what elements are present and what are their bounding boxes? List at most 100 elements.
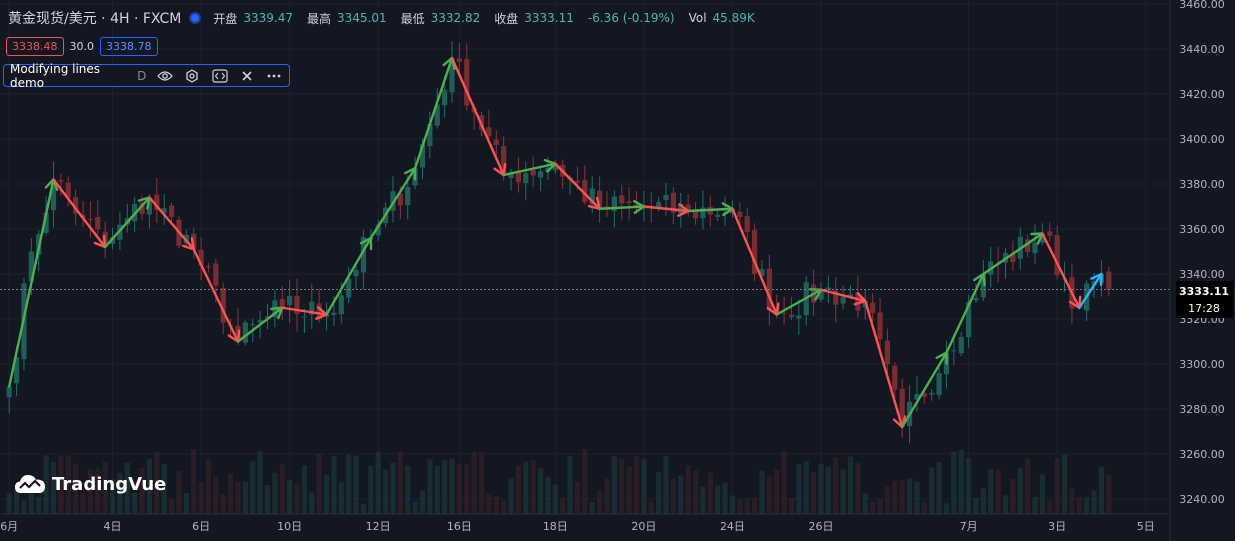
overlay-name[interactable]: Modifying lines demo (10, 61, 101, 90)
volume-bar (397, 451, 403, 514)
volume-bar (811, 472, 817, 514)
volume-bar (124, 462, 130, 514)
bid-price-button[interactable]: 3338.48 (6, 37, 64, 56)
ask-price-button[interactable]: 3338.78 (100, 37, 158, 56)
volume-bar (604, 478, 610, 514)
volume-bar (545, 476, 551, 514)
candle-body (213, 263, 219, 286)
candle-body (220, 288, 226, 323)
volume-bar (161, 464, 167, 514)
candle-body (980, 274, 986, 298)
trend-arrow (103, 196, 151, 249)
volume-bar (515, 465, 522, 514)
volume-bar (766, 476, 772, 514)
volume-bar (21, 501, 27, 514)
volume-bar (294, 484, 300, 514)
overlay-suffix: D (137, 68, 147, 83)
candle-body (279, 298, 285, 308)
volume-bar (1084, 497, 1090, 514)
trend-arrow (7, 178, 55, 388)
volume-bar (670, 478, 676, 514)
volume-bar (213, 476, 219, 514)
spread-value: 30.0 (69, 40, 95, 53)
candle-body (287, 296, 293, 306)
close-icon[interactable] (238, 67, 255, 85)
volume-bar (825, 466, 831, 514)
ohlc-legend: 黄金现货/美元 · 4H · FXCM 开盘 3339.47 最高 3345.0… (8, 8, 769, 28)
candle-body (678, 203, 684, 214)
candle-body (161, 208, 167, 214)
volume-bar (995, 469, 1001, 514)
open-value: 3339.47 (243, 11, 293, 25)
candle-body (109, 237, 116, 244)
candle-body (309, 301, 315, 315)
volume-bar (471, 451, 477, 514)
candle-body (958, 336, 964, 354)
candle-body (493, 139, 499, 145)
volume-bar (1106, 473, 1112, 514)
time-axis[interactable]: 6月 4日 6日 10日 12日 16日 18日 20日 24日 26日 7月 3日 5日 (0, 520, 1155, 533)
eye-icon[interactable] (156, 67, 173, 85)
candle-body (899, 388, 905, 427)
volume-bar (715, 485, 721, 514)
volume-bar (803, 461, 809, 514)
volume-bar (906, 478, 913, 514)
change-value: -6.36 (-0.19%) (587, 11, 675, 25)
volume-bar (353, 455, 359, 514)
volume-bar (73, 463, 79, 514)
volume-bar (486, 493, 492, 514)
last-trend-arrow (1078, 272, 1103, 309)
candle-body (360, 236, 367, 273)
volume-value: 45.89K (712, 11, 755, 25)
trend-arrow (236, 306, 284, 343)
volume-bar (582, 449, 588, 514)
candle-body (1054, 235, 1060, 276)
symbol-title[interactable]: 黄金现货/美元 · 4H · FXCM (8, 11, 182, 27)
last-price-tag-countdown: 17:28 (1188, 302, 1220, 315)
candle-body (205, 266, 212, 268)
volume-bar (951, 451, 957, 514)
volume-bar (272, 472, 278, 514)
more-options-icon[interactable] (266, 67, 283, 85)
volume-bar (390, 462, 396, 514)
trend-arrow (686, 207, 734, 213)
volume-bar (427, 459, 433, 514)
overlay-legend[interactable]: Modifying lines demo D (3, 61, 290, 90)
volume-bars (6, 449, 1112, 514)
candle-body (95, 217, 101, 230)
volume-bar (242, 481, 248, 514)
price-tick-label: 3280.00 (1179, 403, 1225, 416)
volume-bar (58, 455, 64, 514)
candle-body (833, 290, 839, 305)
time-tick-label: 6日 (192, 520, 210, 533)
candle-body (936, 373, 942, 395)
candle-body (87, 219, 93, 221)
volume-bar (346, 454, 352, 514)
volume-bar (1010, 478, 1016, 514)
time-tick-label: 12日 (366, 520, 391, 533)
volume-bar (729, 495, 736, 514)
candle-body (6, 386, 12, 398)
candle-body (486, 127, 492, 137)
candle-body (589, 188, 595, 205)
volume-bar (36, 496, 42, 514)
market-status-icon[interactable] (189, 12, 202, 24)
volume-bar (589, 502, 595, 514)
candle-body (788, 314, 795, 318)
price-tick-label: 3300.00 (1179, 358, 1225, 371)
volume-bar (191, 449, 197, 514)
volume-bar (574, 481, 581, 514)
volume-bar (707, 472, 713, 514)
volume-bar (537, 468, 544, 514)
candle-body (353, 269, 359, 277)
settings-icon[interactable] (184, 67, 201, 85)
volume-bar (840, 469, 846, 514)
tradingvue-logo: TradingVue (14, 473, 166, 495)
candle-body (619, 195, 625, 204)
code-icon[interactable] (211, 67, 228, 85)
volume-bar (331, 455, 337, 514)
volume-bar (220, 494, 226, 514)
price-axis[interactable]: 3240.003260.003280.003300.003320.003340.… (1179, 0, 1225, 506)
last-price-tag-box (1176, 281, 1233, 318)
